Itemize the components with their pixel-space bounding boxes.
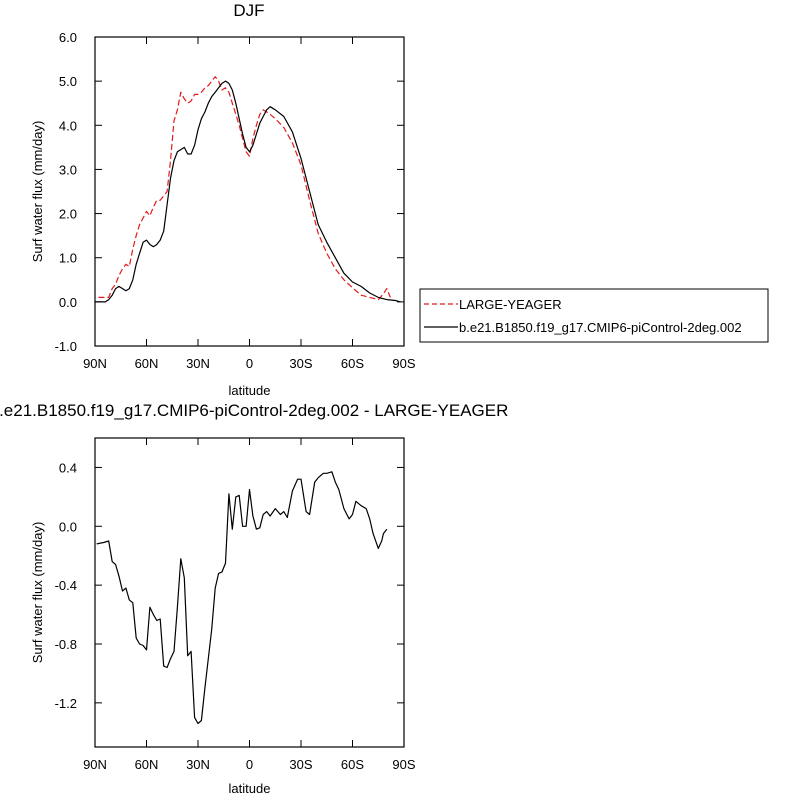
top-chart-series-line-1 <box>95 80 401 303</box>
top-chart-y-tick-label: -1.0 <box>55 339 77 354</box>
top-chart-y-tick-label: 6.0 <box>59 30 77 45</box>
bottom-chart-x-tick-label: 90N <box>83 757 107 772</box>
bottom-chart-y-tick-label: -1.2 <box>55 696 77 711</box>
top-chart-x-tick-label: 90N <box>83 356 107 371</box>
top-chart-y-tick-label: 2.0 <box>59 207 77 222</box>
top-chart-y-axis-label: Surf water flux (mm/day) <box>30 121 45 263</box>
bottom-chart-y-tick-label: 0.0 <box>59 519 77 534</box>
bottom-chart-series-layer <box>96 471 388 725</box>
top-chart-series-layer <box>95 76 401 303</box>
bottom-chart-title: b.e21.B1850.f19_g17.CMIP6-piControl-2deg… <box>0 401 508 420</box>
bottom-chart-y-tick-label: -0.4 <box>55 578 77 593</box>
top-chart-x-axis-label: latitude <box>229 383 271 398</box>
top-chart-x-tick-label: 30N <box>186 356 210 371</box>
bottom-chart-x-tick-label: 60S <box>341 757 364 772</box>
top-chart-title: DJF <box>233 1 264 20</box>
bottom-chart-axes: 90N 60N 30N 0 30S 60S 90S -1.2 -0.8 -0.4 0.0 0.4 <box>55 438 416 772</box>
bottom-chart-x-tick-label: 30S <box>289 757 312 772</box>
bottom-chart-x-tick-label: 30N <box>186 757 210 772</box>
top-chart-y-tick-label: 0.0 <box>59 295 77 310</box>
bottom-chart-x-tick-label: 0 <box>246 757 253 772</box>
legend-label-picontrol: b.e21.B1850.f19_g17.CMIP6-piControl-2deg… <box>459 320 742 335</box>
bottom-chart-frame <box>94 437 405 748</box>
top-chart-series-line-0 <box>98 76 391 301</box>
bottom-chart-x-axis-label: latitude <box>229 781 271 796</box>
bottom-chart-y-axis-label: Surf water flux (mm/day) <box>30 522 45 664</box>
bottom-chart-x-tick-label: 90S <box>392 757 415 772</box>
top-chart-frame <box>94 36 405 347</box>
bottom-chart-y-tick-label: 0.4 <box>59 460 77 475</box>
bottom-chart-y-tick-label: -0.8 <box>55 637 77 652</box>
top-chart-x-tick-label: 60S <box>341 356 364 371</box>
top-chart-x-tick-label: 30S <box>289 356 312 371</box>
legend-box <box>419 288 769 343</box>
bottom-chart-x-tick-label: 60N <box>135 757 159 772</box>
top-chart-y-tick-label: 1.0 <box>59 251 77 266</box>
legend-label-large-yeager: LARGE-YEAGER <box>459 297 562 312</box>
top-chart-legend: LARGE-YEAGER b.e21.B1850.f19_g17.CMIP6-p… <box>419 288 769 343</box>
bottom-chart-series-line-0 <box>96 471 388 725</box>
top-chart-x-tick-label: 0 <box>246 356 253 371</box>
top-chart-y-tick-label: 5.0 <box>59 74 77 89</box>
top-chart-x-tick-label: 90S <box>392 356 415 371</box>
bottom-chart-panel: b.e21.B1850.f19_g17.CMIP6-piControl-2deg… <box>0 401 508 796</box>
top-chart-panel: DJF 90N 60N 30N 0 30S 60S 90S -1.0 0.0 1.0 2.0 3.0 4… <box>30 1 416 398</box>
top-chart-y-tick-label: 3.0 <box>59 162 77 177</box>
top-chart-axes: 90N 60N 30N 0 30S 60S 90S -1.0 0.0 1.0 2.0 3.0 4.0 5.… <box>55 30 416 371</box>
top-chart-y-tick-label: 4.0 <box>59 118 77 133</box>
top-chart-x-tick-label: 60N <box>135 356 159 371</box>
